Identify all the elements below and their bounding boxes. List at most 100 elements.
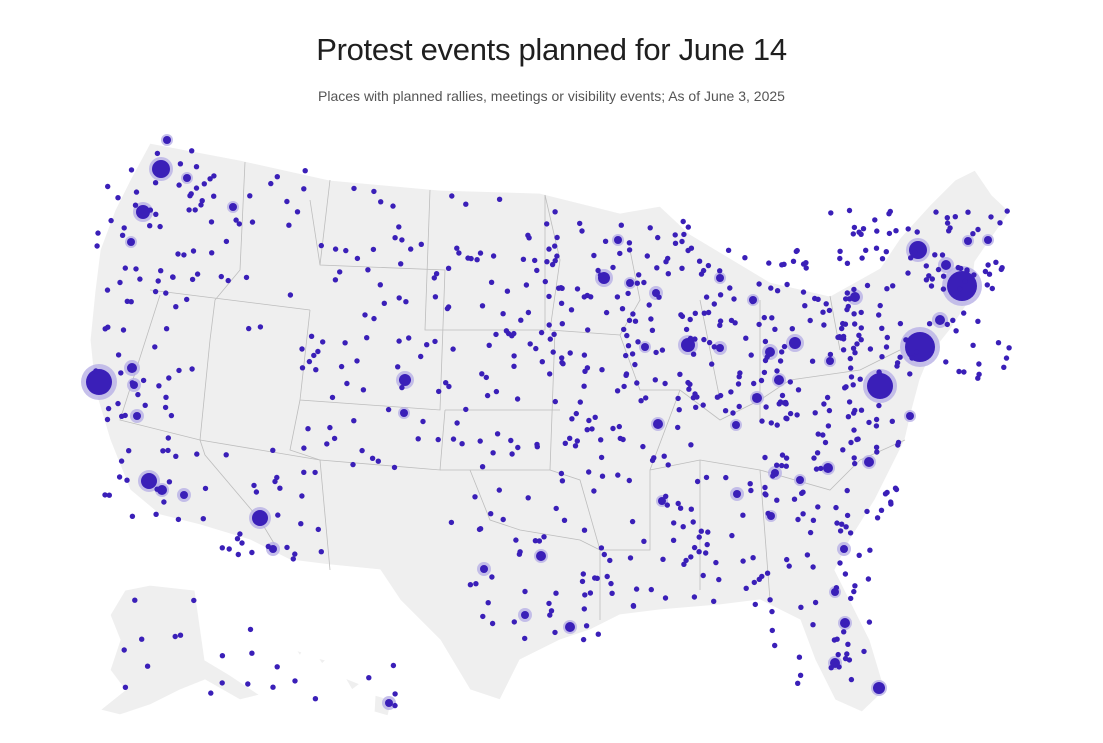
event-marker <box>515 444 521 451</box>
event-marker <box>750 298 756 305</box>
event-marker <box>857 376 863 382</box>
event-marker <box>189 366 195 372</box>
event-marker <box>767 597 773 603</box>
event-marker <box>821 401 827 407</box>
event-marker <box>848 676 855 683</box>
event-marker <box>897 354 903 360</box>
event-marker <box>508 437 514 444</box>
event-marker-large <box>964 237 972 245</box>
event-marker <box>688 506 694 512</box>
event-marker <box>585 327 591 333</box>
event-marker <box>132 202 139 208</box>
event-marker <box>483 374 489 381</box>
event-marker <box>532 257 538 264</box>
event-marker <box>858 309 864 316</box>
event-marker <box>795 680 801 686</box>
event-marker <box>538 329 545 336</box>
event-marker <box>986 271 993 277</box>
event-marker <box>843 384 849 390</box>
event-marker <box>152 180 159 186</box>
event-marker-large <box>658 497 666 505</box>
event-marker <box>342 340 348 346</box>
event-marker <box>298 521 304 527</box>
event-marker <box>803 265 809 271</box>
event-marker <box>406 335 412 341</box>
event-marker <box>659 347 666 353</box>
event-marker <box>882 491 889 497</box>
event-marker <box>533 345 539 352</box>
event-marker <box>567 350 573 356</box>
event-marker <box>574 286 581 292</box>
event-marker <box>265 543 271 550</box>
event-marker <box>544 221 550 227</box>
event-marker <box>546 322 552 328</box>
event-marker <box>743 585 749 591</box>
event-marker <box>679 238 685 245</box>
event-marker <box>842 571 849 577</box>
event-marker <box>541 534 547 540</box>
event-marker <box>640 443 646 450</box>
event-marker <box>641 538 647 544</box>
event-marker <box>354 358 360 364</box>
event-marker <box>473 581 479 587</box>
event-marker <box>835 651 841 658</box>
event-marker-large <box>163 136 171 144</box>
event-marker <box>626 317 633 324</box>
event-marker <box>783 455 790 461</box>
event-marker <box>711 301 717 307</box>
event-marker <box>219 545 225 551</box>
event-marker <box>105 324 111 330</box>
event-marker <box>119 232 126 238</box>
event-marker <box>839 325 845 332</box>
event-marker <box>653 349 659 356</box>
event-marker <box>1006 345 1012 351</box>
event-marker <box>207 176 213 182</box>
event-marker <box>736 403 742 410</box>
event-marker <box>488 279 495 285</box>
event-marker <box>774 497 780 503</box>
event-marker <box>957 286 963 292</box>
event-marker <box>876 402 882 409</box>
event-marker <box>672 232 678 238</box>
event-marker <box>799 490 805 496</box>
event-marker <box>831 637 838 643</box>
event-marker <box>602 238 609 244</box>
event-marker <box>873 423 880 429</box>
event-marker <box>176 367 182 374</box>
event-marker <box>851 311 857 317</box>
event-marker <box>582 592 588 598</box>
event-marker <box>683 326 690 333</box>
event-marker <box>513 537 519 543</box>
event-marker <box>851 588 857 595</box>
event-marker <box>223 238 230 245</box>
event-marker <box>1003 355 1010 361</box>
event-marker <box>218 273 224 280</box>
event-marker <box>995 340 1002 346</box>
event-marker <box>312 696 319 702</box>
event-marker <box>852 350 858 356</box>
event-marker <box>366 675 372 681</box>
event-marker <box>903 337 909 343</box>
event-marker <box>343 247 349 254</box>
event-marker <box>737 370 743 376</box>
event-marker <box>390 662 397 669</box>
event-marker <box>822 439 829 446</box>
event-marker <box>192 207 198 213</box>
event-marker <box>200 516 206 522</box>
event-marker <box>583 623 590 629</box>
event-marker-large <box>733 490 741 498</box>
event-marker <box>895 439 902 446</box>
event-marker <box>360 387 367 393</box>
event-marker <box>572 443 579 449</box>
event-marker <box>676 407 682 413</box>
event-marker <box>577 220 583 227</box>
event-marker <box>365 267 371 273</box>
event-marker <box>953 328 959 334</box>
event-marker <box>894 363 900 369</box>
event-marker <box>779 452 786 458</box>
event-marker <box>993 259 999 265</box>
event-marker <box>751 579 757 586</box>
event-marker <box>807 317 813 324</box>
event-marker <box>827 351 834 358</box>
event-marker <box>717 318 724 324</box>
